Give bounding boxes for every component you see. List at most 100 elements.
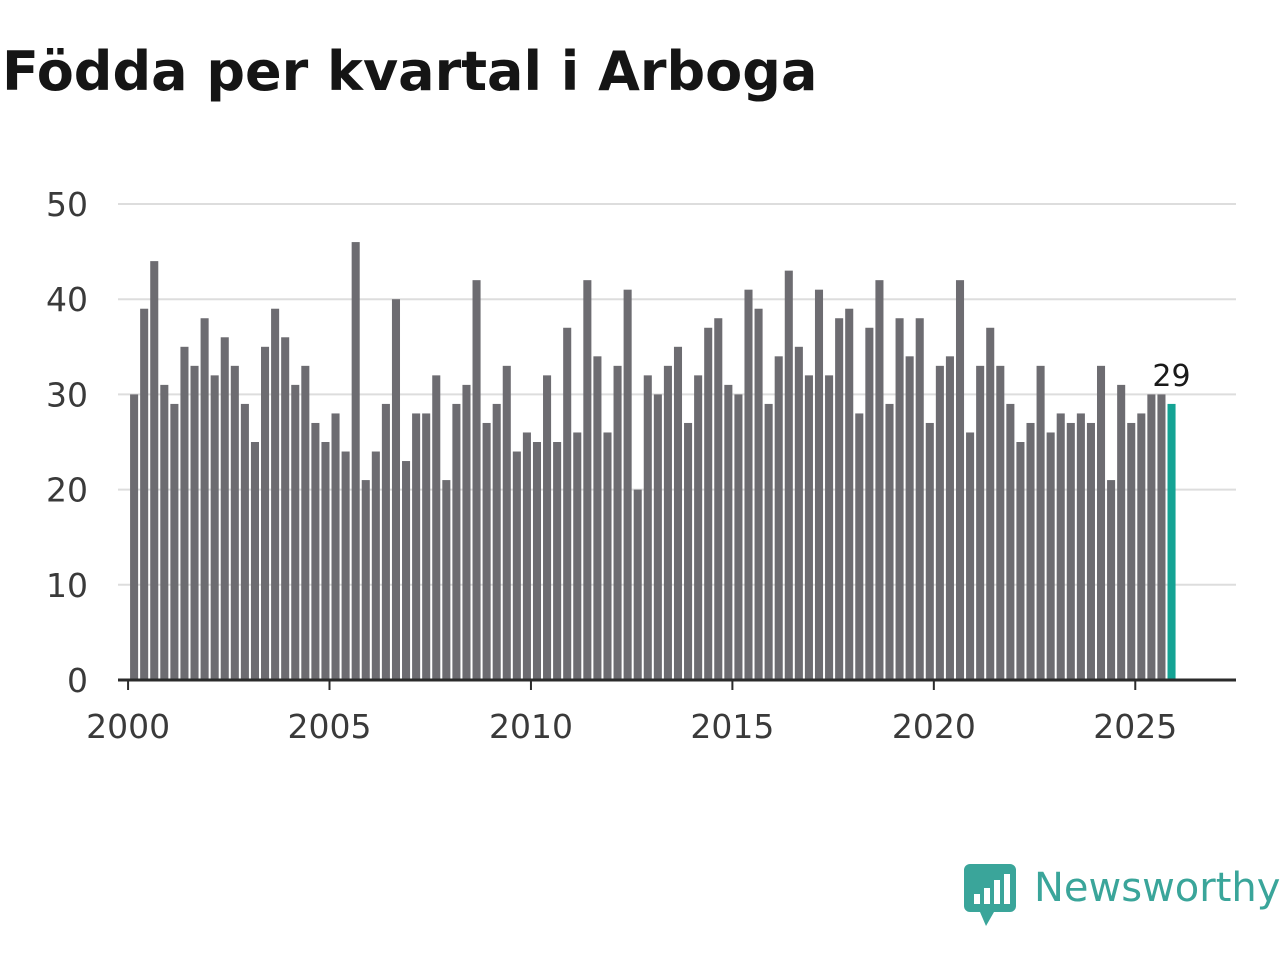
bar <box>532 442 542 680</box>
bar <box>462 384 471 680</box>
bar <box>643 375 652 680</box>
bar <box>865 327 874 680</box>
bar <box>170 403 179 680</box>
bar <box>875 280 884 680</box>
bar <box>764 403 773 680</box>
bar <box>986 327 995 680</box>
bar <box>301 365 310 680</box>
bar <box>240 403 249 680</box>
y-axis-ticks: 0 10 20 30 40 50 <box>46 185 88 700</box>
bar <box>1127 422 1136 680</box>
x-axis-ticks: 2000 2005 2010 2015 2020 2025 <box>86 680 1177 746</box>
bar <box>210 375 219 680</box>
bar-latest <box>1167 403 1176 680</box>
bar-chart: 0 10 20 30 40 50 2000 2005 2010 2015 2020 2025 29 <box>46 185 1236 746</box>
bar <box>845 308 854 680</box>
bar <box>402 461 411 680</box>
bar <box>855 413 864 680</box>
bar <box>573 432 582 680</box>
bar <box>281 337 290 680</box>
bar <box>996 365 1005 680</box>
bar <box>1147 394 1156 680</box>
bar <box>784 270 793 680</box>
y-tick-label: 10 <box>46 566 88 605</box>
bar <box>522 432 531 680</box>
bar <box>1096 365 1106 680</box>
bars <box>130 242 1176 680</box>
bar <box>190 365 199 680</box>
bar <box>361 480 370 680</box>
last-value-label: 29 <box>1152 359 1190 394</box>
bar <box>774 356 783 680</box>
bar <box>291 384 300 680</box>
x-tick-label: 2025 <box>1093 707 1177 746</box>
bar <box>583 280 592 680</box>
brand-name: Newsworthy <box>1034 865 1280 911</box>
bar <box>925 422 934 680</box>
bar <box>230 365 239 680</box>
bar <box>271 308 280 680</box>
newsworthy-logo-icon <box>964 864 1016 926</box>
bar <box>351 242 360 680</box>
bar <box>744 289 753 680</box>
bar <box>613 365 622 680</box>
bar <box>492 403 501 680</box>
bar <box>543 375 552 680</box>
bar <box>593 356 602 680</box>
bar <box>150 261 159 680</box>
bar <box>653 394 662 680</box>
bar <box>502 365 511 680</box>
bar <box>311 422 320 680</box>
bar <box>714 318 723 680</box>
x-tick-label: 2020 <box>892 707 976 746</box>
bar <box>250 442 259 680</box>
data-labels: 29 <box>1152 359 1190 394</box>
bar <box>835 318 844 680</box>
y-tick-label: 20 <box>46 471 88 510</box>
bar <box>1157 394 1166 680</box>
bar <box>825 375 834 680</box>
bar <box>553 442 562 680</box>
bar <box>976 365 985 680</box>
bar <box>432 375 441 680</box>
bar <box>1086 422 1095 680</box>
bar <box>1066 422 1075 680</box>
bar <box>371 451 380 680</box>
bar <box>381 403 390 680</box>
bar <box>684 422 693 680</box>
bar <box>341 451 350 680</box>
bar <box>945 356 954 680</box>
bar <box>724 384 733 680</box>
bar <box>915 318 924 680</box>
bar <box>482 422 491 680</box>
bar <box>673 346 683 680</box>
bar <box>452 403 461 680</box>
bar <box>1107 480 1116 680</box>
bar <box>885 403 894 680</box>
bar <box>442 480 451 680</box>
x-tick-label: 2005 <box>288 707 372 746</box>
bar <box>1026 422 1035 680</box>
bar <box>955 280 965 680</box>
bar <box>814 289 824 680</box>
y-tick-label: 40 <box>46 280 88 319</box>
x-tick-label: 2000 <box>86 707 170 746</box>
bar <box>331 413 340 680</box>
bar <box>633 489 642 680</box>
y-tick-label: 0 <box>67 661 88 700</box>
bar <box>1046 432 1055 680</box>
bar <box>180 346 189 680</box>
bar <box>623 289 632 680</box>
bar <box>512 451 521 680</box>
y-tick-label: 30 <box>46 375 88 414</box>
bar <box>563 327 572 680</box>
x-tick-label: 2015 <box>690 707 774 746</box>
bar <box>1016 442 1025 680</box>
bar <box>935 365 944 680</box>
bar <box>321 442 330 680</box>
bar <box>130 394 139 680</box>
chart-title: Födda per kvartal i Arboga <box>2 40 818 103</box>
bar <box>754 308 763 680</box>
bar <box>905 356 914 680</box>
bar <box>1076 413 1085 680</box>
